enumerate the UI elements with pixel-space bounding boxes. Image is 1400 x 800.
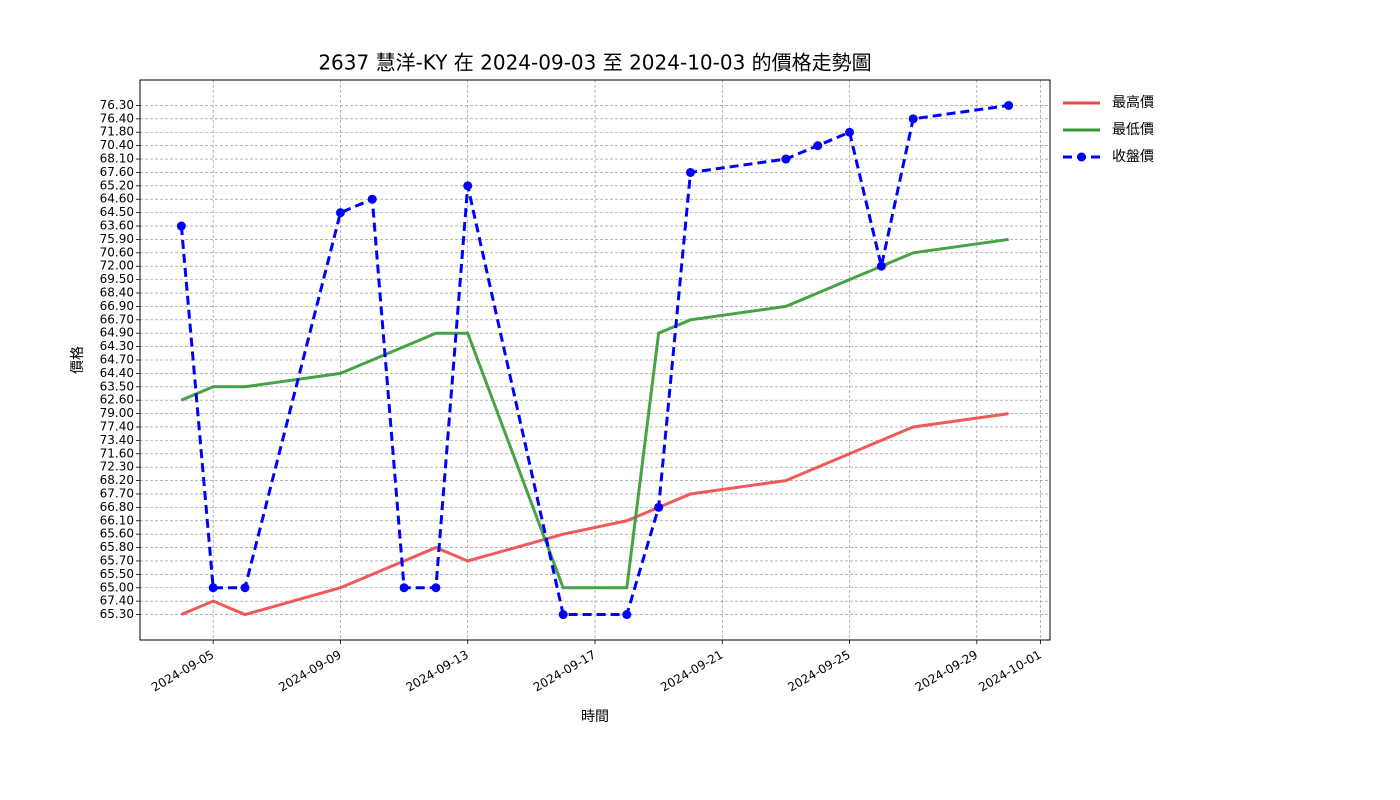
chart-title: 2637 慧洋-KY 在 2024-09-03 至 2024-10-03 的價格… xyxy=(318,51,871,75)
y-tick-label: 71.80 xyxy=(100,125,134,139)
y-tick-label: 65.70 xyxy=(100,553,134,567)
point xyxy=(367,194,377,204)
point xyxy=(908,114,918,124)
y-tick-label: 64.50 xyxy=(100,205,134,219)
y-tick-label: 64.60 xyxy=(100,192,134,206)
x-tick-label: 2024-09-09 xyxy=(276,648,343,695)
y-tick-label: 64.30 xyxy=(100,339,134,353)
y-tick-label: 72.30 xyxy=(100,460,134,474)
point xyxy=(240,583,250,593)
y-tick-label: 66.70 xyxy=(100,312,134,326)
y-tick-label: 67.70 xyxy=(100,486,134,500)
point xyxy=(176,221,186,231)
y-tick-label: 66.90 xyxy=(100,299,134,313)
y-tick-label: 66.10 xyxy=(100,513,134,527)
y-tick-label: 67.40 xyxy=(100,594,134,608)
y-tick-label: 69.50 xyxy=(100,272,134,286)
y-tick-label: 68.10 xyxy=(100,152,134,166)
y-tick-label: 64.70 xyxy=(100,353,134,367)
y-tick-label: 70.60 xyxy=(100,245,134,259)
y-tick-label: 65.50 xyxy=(100,567,134,581)
series-line xyxy=(180,412,1009,617)
y-tick-label: 76.40 xyxy=(100,111,134,125)
point xyxy=(399,583,409,593)
point xyxy=(335,208,345,218)
y-tick-label: 77.40 xyxy=(100,419,134,433)
y-tick-label: 65.80 xyxy=(100,540,134,554)
x-tick-label: 2024-09-21 xyxy=(658,648,725,695)
x-tick-label: 2024-09-29 xyxy=(913,648,980,695)
y-tick-label: 73.40 xyxy=(100,433,134,447)
point xyxy=(845,127,855,137)
x-tick-label: 2024-09-05 xyxy=(149,648,216,695)
y-tick-label: 79.00 xyxy=(100,406,134,420)
point xyxy=(654,502,664,512)
y-tick-label: 72.00 xyxy=(100,259,134,273)
y-axis-label: 價格 xyxy=(69,346,86,374)
y-tick-label: 64.90 xyxy=(100,326,134,340)
y-tick-label: 65.30 xyxy=(100,607,134,621)
y-tick-label: 68.40 xyxy=(100,286,134,300)
y-tick-label: 65.20 xyxy=(100,178,134,192)
point xyxy=(685,167,695,177)
y-tick-label: 63.50 xyxy=(100,379,134,393)
point xyxy=(781,154,791,164)
point xyxy=(813,141,823,151)
y-tick-label: 68.20 xyxy=(100,473,134,487)
x-tick-label: 2024-09-13 xyxy=(404,648,471,695)
y-tick-label: 64.40 xyxy=(100,366,134,380)
x-axis-label: 時間 xyxy=(581,709,609,725)
y-tick-label: 76.30 xyxy=(100,98,134,112)
y-tick-label: 70.40 xyxy=(100,138,134,152)
y-tick-label: 71.60 xyxy=(100,446,134,460)
y-tick-label: 62.60 xyxy=(100,393,134,407)
y-tick-label: 75.90 xyxy=(100,232,134,246)
point xyxy=(558,610,568,620)
point xyxy=(876,261,886,271)
legend-marker xyxy=(1077,152,1086,162)
point xyxy=(622,610,632,620)
plot-frame xyxy=(139,79,1051,641)
legend-label: 最高價 xyxy=(1112,94,1154,111)
y-tick-label: 65.00 xyxy=(100,580,134,594)
y-tick-label: 65.60 xyxy=(100,527,134,541)
point xyxy=(431,583,441,593)
legend-label: 收盤價 xyxy=(1112,148,1154,165)
point xyxy=(463,181,473,191)
y-tick-label: 67.60 xyxy=(100,165,134,179)
series-line xyxy=(179,103,1009,617)
x-tick-label: 2024-09-25 xyxy=(785,648,852,695)
point xyxy=(208,583,218,593)
legend-label: 最低價 xyxy=(1112,121,1154,138)
point xyxy=(1004,100,1014,110)
x-tick-label: 2024-10-01 xyxy=(976,648,1043,695)
x-tick-label: 2024-09-17 xyxy=(531,648,598,695)
y-tick-label: 63.60 xyxy=(100,219,134,233)
series-line xyxy=(180,237,1009,590)
y-tick-label: 66.80 xyxy=(100,500,134,514)
